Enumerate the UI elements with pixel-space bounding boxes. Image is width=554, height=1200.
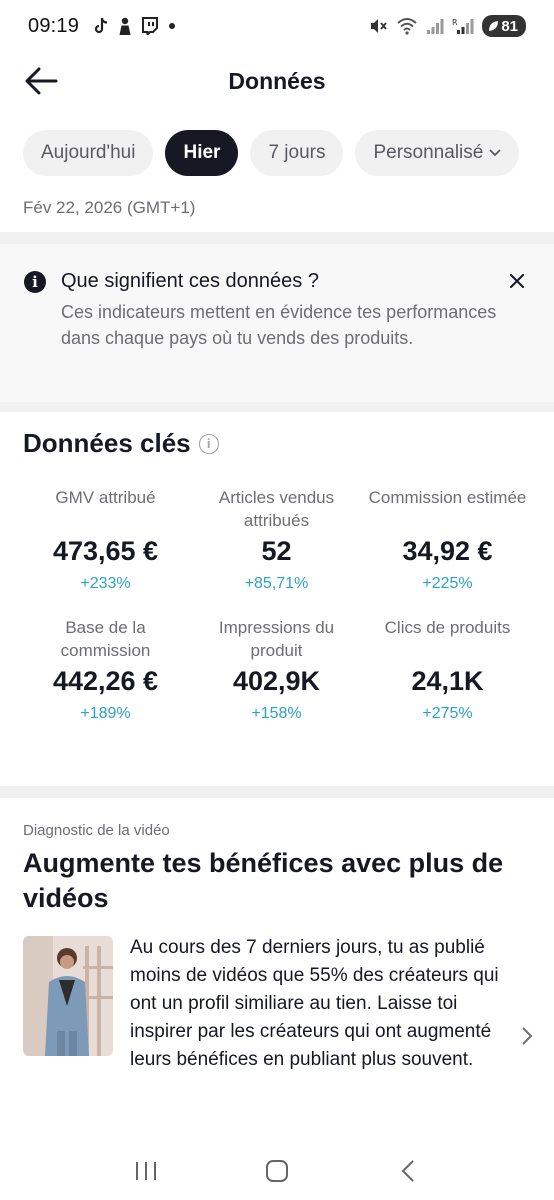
chip-label: Hier [183, 142, 221, 163]
home-button[interactable] [247, 1151, 307, 1191]
metric-change: +233% [80, 575, 131, 592]
metric-card[interactable]: Clics de produits 24,1K +275% [362, 616, 533, 732]
chip-today[interactable]: Aujourd'hui [23, 130, 154, 176]
back-nav-button[interactable] [378, 1151, 438, 1191]
date-filter-chips: Aujourd'hui Hier 7 jours Personnalisé [23, 130, 554, 176]
metric-card[interactable]: Impressions du produit 402,9K +158% [191, 616, 362, 732]
date-label: Fév 22, 2026 (GMT+1) [23, 198, 196, 217]
metric-change: +275% [422, 705, 473, 722]
metric-label: Commission estimée [368, 488, 527, 507]
info-body: Ces indicateurs mettent en évidence tes … [61, 302, 497, 348]
mute-icon [371, 19, 388, 33]
diagnostic-kicker: Diagnostic de la vidéo [23, 822, 170, 839]
back-chevron-icon [401, 1160, 415, 1182]
metric-value: 24,1K [411, 666, 484, 696]
svg-text:R: R [452, 18, 458, 27]
metric-change: +189% [80, 705, 131, 722]
metric-value: 473,65 € [52, 536, 159, 566]
section-divider [0, 402, 554, 412]
arrow-left-icon [25, 67, 58, 95]
chip-label: 7 jours [268, 142, 326, 163]
leaf-icon [489, 21, 499, 31]
metric-label: Clics de produits [384, 618, 511, 637]
status-time: 09:19 [28, 14, 80, 37]
signal-r-icon: R [452, 18, 474, 34]
status-left-icons [93, 17, 176, 35]
info-icon: i [24, 270, 46, 293]
metric-value: 34,92 € [402, 536, 493, 566]
battery-level: 81 [501, 17, 518, 35]
chevron-down-icon [489, 149, 501, 157]
metric-card[interactable]: Articles vendus attribués 52 +85,71% [191, 486, 362, 602]
person-icon [119, 17, 131, 35]
wifi-icon [397, 18, 417, 35]
info-banner: i Que signifient ces données ? Ces indic… [0, 244, 554, 402]
home-icon [265, 1160, 288, 1182]
metric-change: +158% [251, 705, 302, 722]
diagnostic-card[interactable]: Au cours des 7 derniers jours, tu as pub… [23, 934, 543, 1134]
twitch-icon [142, 17, 159, 35]
metric-label: Impressions du produit [218, 618, 335, 660]
metric-change: +225% [422, 575, 473, 592]
diagnostic-title: Augmente tes bénéfices avec plus de vidé… [23, 848, 504, 913]
metric-change: +85,71% [244, 575, 309, 592]
diagnostic-body: Au cours des 7 derniers jours, tu as pub… [130, 937, 499, 1070]
metric-card[interactable]: Commission estimée 34,92 € +225% [362, 486, 533, 602]
info-title: Que signifient ces données ? [61, 270, 319, 292]
system-nav-bar [0, 1142, 554, 1200]
metric-value: 442,26 € [52, 666, 159, 696]
page-title: Données [228, 67, 326, 94]
metric-card[interactable]: Base de la commission 442,26 € +189% [20, 616, 191, 732]
chip-label: Personnalisé [373, 142, 484, 163]
tiktok-icon [95, 17, 108, 34]
back-button[interactable] [22, 64, 60, 98]
close-icon [510, 274, 524, 288]
metrics-grid: GMV attribué 473,65 € +233% Articles ven… [20, 486, 534, 732]
close-button[interactable] [504, 268, 530, 294]
battery-indicator: 81 [482, 15, 526, 37]
section-divider [0, 786, 554, 798]
status-right-icons: R 81 [368, 15, 526, 37]
chip-custom[interactable]: Personnalisé [355, 130, 520, 176]
metric-label: GMV attribué [55, 488, 156, 507]
recent-apps-button[interactable] [116, 1151, 176, 1191]
metric-label: Base de la commission [60, 618, 151, 660]
section-divider [0, 232, 554, 244]
chip-yesterday[interactable]: Hier [165, 130, 239, 176]
chevron-right-icon [522, 1027, 533, 1045]
dot-icon [169, 23, 176, 29]
key-data-header: Données clés i [23, 428, 219, 459]
metric-card[interactable]: GMV attribué 473,65 € +233% [20, 486, 191, 602]
key-data-title: Données clés [23, 428, 191, 458]
video-thumbnail [23, 936, 113, 1056]
metric-label: Articles vendus attribués [218, 488, 335, 530]
header: Données [0, 52, 554, 110]
recent-apps-icon [135, 1162, 156, 1180]
chip-7-days[interactable]: 7 jours [250, 130, 344, 176]
help-icon[interactable]: i [198, 433, 219, 454]
status-bar: 09:19 R 81 [0, 0, 554, 52]
metric-value: 52 [261, 536, 292, 566]
chip-label: Aujourd'hui [41, 142, 136, 163]
signal-icon [427, 19, 444, 34]
metric-value: 402,9K [232, 666, 321, 696]
